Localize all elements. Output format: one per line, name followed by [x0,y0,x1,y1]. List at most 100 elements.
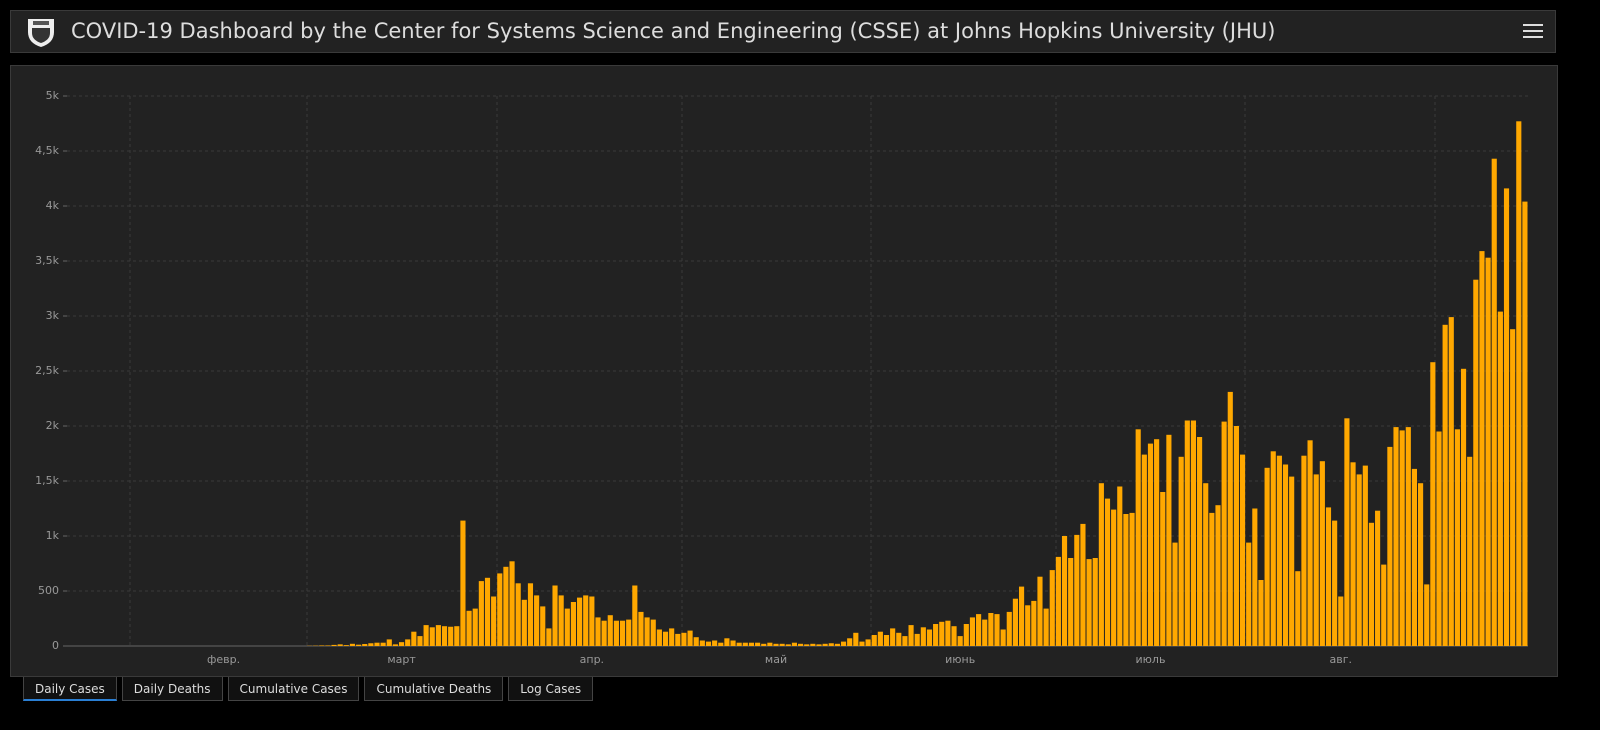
bar [914,633,920,646]
bar [1227,391,1233,646]
bar [386,639,392,646]
y-tick-label: 2,5k [35,364,59,377]
bar [1221,421,1227,646]
bar [589,596,595,646]
bar [441,626,448,646]
bar [1313,474,1319,646]
y-tick-label: 3k [46,309,60,322]
bar [478,581,484,646]
bar [521,599,527,646]
bar [1111,509,1117,646]
bar [1368,522,1375,646]
bar [736,642,742,646]
bar [1319,461,1325,646]
bar [865,639,871,646]
bar [1068,558,1074,646]
bar [1430,362,1436,646]
bar [896,632,902,646]
bar [840,641,847,646]
bar [1325,507,1332,646]
x-tick-label: май [765,653,787,666]
bar [552,585,558,646]
bar [1467,456,1473,646]
bar [1454,429,1460,646]
bar [1129,512,1135,646]
bar [546,628,552,646]
y-tick-label: 3,5k [35,254,59,267]
bar [491,596,497,646]
bar [693,637,699,646]
tab[interactable]: Cumulative Deaths [364,677,504,701]
tab[interactable]: Daily Cases [23,677,117,701]
tab[interactable]: Daily Deaths [121,677,223,701]
y-tick-label: 1,5k [35,474,59,487]
bar [1037,576,1043,646]
bar [411,631,417,646]
bar [607,615,613,646]
bar [570,602,577,646]
bar [1405,427,1411,646]
bar [368,643,374,646]
bar [1344,418,1350,646]
bar [1516,121,1522,647]
tab-bar: Daily Cases Daily Deaths Cumulative Cases C… [23,677,594,701]
bar [1154,439,1160,646]
bar [540,606,546,646]
bar [1295,571,1301,646]
bar [1258,580,1264,646]
bar [1049,570,1055,646]
bar [718,642,724,646]
bar [1301,455,1307,646]
chart-panel: 0 500 1k 1,5k 2k 2,5k 3k 3,5k 4k 4,5k 5k февр. март а… [10,65,1558,677]
bar [939,621,945,646]
bar [779,643,785,646]
bar [834,643,840,646]
bar [472,608,478,646]
bar [1460,368,1467,646]
y-tick-label: 0 [52,639,59,652]
bar [577,597,583,646]
bar [1166,434,1172,646]
bar [454,626,460,646]
bar [963,624,969,646]
bar [1522,201,1528,646]
y-tick-label: 4,5k [35,144,59,157]
bar [730,640,736,646]
bar [926,629,933,646]
bar [859,641,865,646]
bar [613,620,619,646]
bar [1233,426,1239,646]
bar [1141,454,1147,646]
bar [343,645,349,646]
bar [435,625,441,646]
bar [448,626,454,646]
bar [1375,510,1381,646]
bar [632,585,638,646]
bar [1215,505,1221,646]
bar [1135,429,1141,646]
bar [712,640,718,646]
bar [705,641,712,646]
bar [656,629,662,646]
bar [957,636,963,646]
bar [969,617,976,646]
tab[interactable]: Log Cases [508,677,594,701]
bar [724,638,730,646]
menu-button[interactable] [1523,21,1543,41]
chart: 0 500 1k 1,5k 2k 2,5k 3k 3,5k 4k 4,5k 5k февр. март а… [35,89,1528,666]
bar [699,640,705,646]
bar [325,645,331,646]
tab[interactable]: Cumulative Cases [227,677,360,701]
bar [1485,257,1491,646]
bar [890,628,896,646]
bar [1356,474,1362,646]
bar [908,625,914,646]
bar [356,644,362,646]
bar [681,632,687,646]
bar [497,573,503,646]
bar [1203,483,1209,646]
bar [337,644,343,646]
bar [1239,454,1246,646]
bar [1424,584,1430,646]
bar [1098,483,1104,646]
